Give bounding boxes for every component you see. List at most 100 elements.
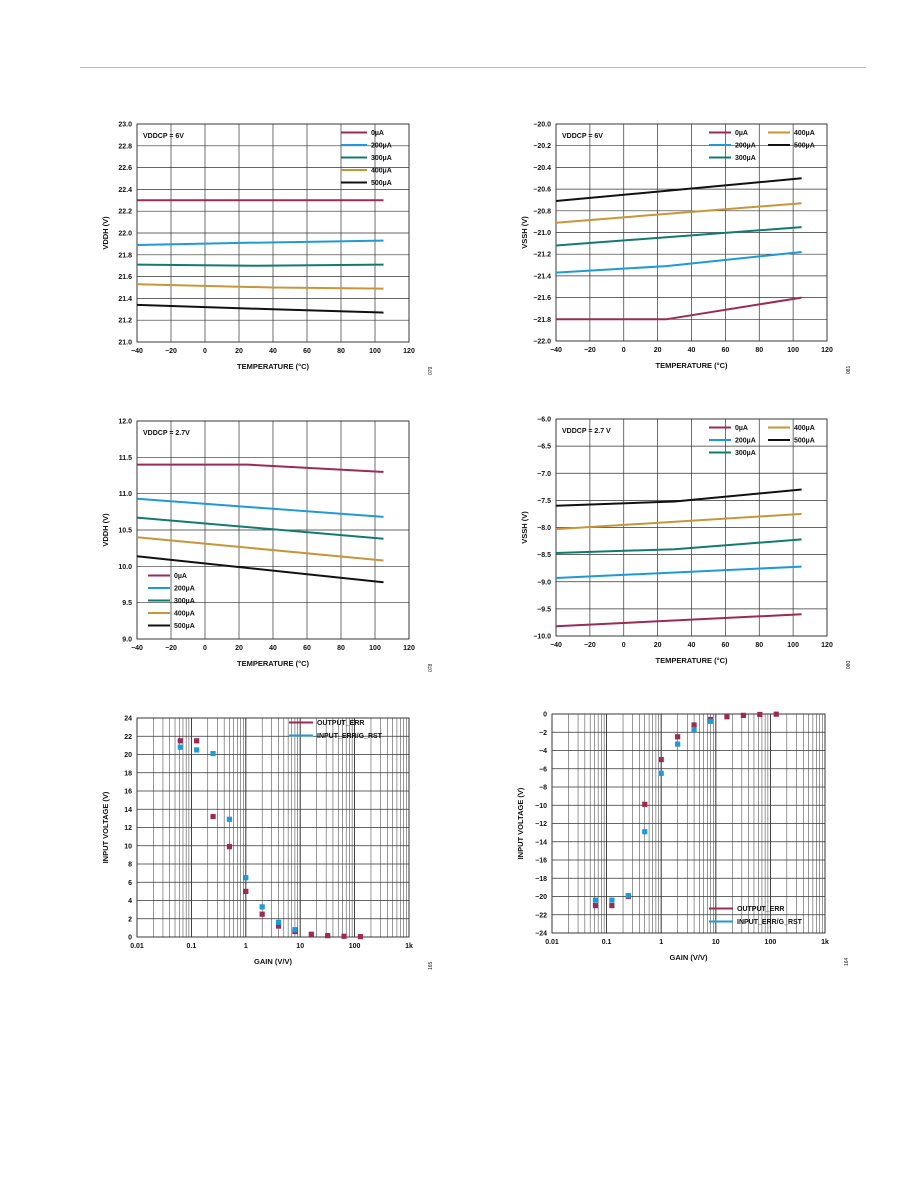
data-point (691, 722, 697, 728)
y-tick-label: 9.0 (122, 637, 132, 644)
y-tick-label: 14 (124, 807, 132, 814)
series-line (555, 512, 802, 531)
x-tick-label: 0 (622, 347, 626, 354)
y-tick-label: −6 (539, 766, 547, 773)
x-tick-label: −20 (165, 645, 177, 652)
data-point (226, 844, 233, 850)
data-point (177, 744, 183, 750)
x-tick-label: 120 (403, 645, 415, 652)
data-point (757, 711, 763, 718)
y-tick-label: −9.0 (537, 579, 551, 586)
series-line (136, 283, 384, 290)
series-line (136, 263, 384, 267)
x-tick-label: 60 (721, 347, 729, 354)
x-tick-label: 1k (821, 939, 829, 946)
data-point (194, 738, 200, 744)
y-tick-label: 21.4 (118, 296, 132, 303)
x-tick-label: 0 (203, 348, 207, 355)
y-tick-label: 22.0 (118, 231, 132, 238)
y-tick-label: −4 (539, 748, 547, 755)
data-point (275, 923, 282, 929)
chart-annotation: VDDCP = 6V (143, 133, 184, 140)
y-tick-label: −12 (535, 821, 547, 828)
y-tick-label: −20.8 (533, 208, 551, 215)
series-line (136, 536, 384, 562)
chart-c4: −10.0 −9.5 −9.0 −8.5 −8.0 −7.5 −7.0 −6.5 −6.0 −40… (520, 417, 852, 670)
x-tick-label: 100 (369, 645, 381, 652)
data-point (658, 770, 664, 776)
y-tick-label: −8 (539, 785, 547, 792)
legend: 0µA 200µA 300µA 400µA 500µA (148, 573, 195, 630)
data-point (210, 813, 216, 820)
series-line (136, 239, 384, 246)
x-tick-label: 40 (269, 645, 277, 652)
y-tick-label: 0 (128, 935, 132, 942)
y-axis-title: VSSH (V) (520, 511, 529, 544)
data-point (341, 933, 347, 939)
x-tick-label: 20 (235, 348, 243, 355)
legend: OUTPUT_ERR INPUT_ERR/G_RST (709, 906, 803, 926)
x-tick-label: 60 (303, 645, 311, 652)
data-point (592, 903, 599, 909)
legend-label: 400µA (174, 611, 195, 618)
x-tick-label: 1 (659, 939, 663, 946)
series-line (555, 565, 802, 579)
y-tick-label: −22.0 (533, 339, 551, 346)
chart-annotation: VDDCP = 2.7 V (562, 428, 611, 435)
header-rule (80, 67, 866, 68)
data-point (243, 888, 249, 894)
data-point (177, 738, 183, 744)
y-tick-label: −20.2 (533, 143, 551, 150)
y-tick-label: −16 (535, 858, 547, 865)
y-tick-label: −6.0 (537, 417, 551, 424)
x-tick-label: 20 (654, 347, 662, 354)
x-tick-label: 100 (787, 347, 799, 354)
y-tick-label: −2 (539, 730, 547, 737)
legend-label: 300µA (735, 450, 756, 457)
y-axis-title: INPUT VOLTAGE (V) (101, 791, 110, 863)
y-tick-label: −21.2 (533, 252, 551, 259)
y-tick-label: −8.5 (537, 552, 551, 559)
data-point (740, 712, 746, 718)
x-tick-label: 80 (755, 642, 763, 649)
data-point (325, 933, 331, 939)
y-tick-label: 20 (124, 752, 132, 759)
y-tick-label: 22.8 (118, 143, 132, 150)
y-axis-title: VDDH (V) (101, 216, 110, 250)
data-point (625, 892, 631, 899)
y-tick-label: 16 (124, 789, 132, 796)
data-point (609, 897, 615, 903)
x-tick-label: 20 (235, 645, 243, 652)
legend-label: 400µA (794, 130, 815, 137)
series-line (136, 497, 384, 518)
figure-code: 078 (428, 663, 434, 672)
series-line (555, 488, 802, 507)
y-tick-label: −20.4 (533, 165, 551, 172)
chart-c6: −24−22−20−18−16−14−12−10−8−6−4−200.01 0.1… (516, 712, 850, 967)
x-tick-label: 100 (787, 642, 799, 649)
y-tick-label: −9.5 (537, 606, 551, 613)
y-tick-label: 8 (128, 862, 132, 869)
data-point (275, 919, 282, 925)
data-point (357, 934, 364, 940)
figure-code: 080 (846, 660, 852, 669)
chart-annotation: VDDCP = 2.7V (143, 430, 190, 437)
x-tick-label: 0.01 (130, 943, 144, 950)
x-tick-label: 100 (369, 348, 381, 355)
y-axis-title: VSSH (V) (520, 216, 529, 249)
legend-label: 500µA (371, 180, 392, 187)
x-tick-label: 1 (244, 943, 248, 950)
data-point (707, 718, 714, 724)
x-tick-label: −40 (131, 645, 143, 652)
plot-frame (136, 420, 410, 640)
y-tick-label: −8.0 (537, 525, 551, 532)
y-tick-label: −10.0 (533, 634, 551, 641)
legend-label: OUTPUT_ERR (317, 720, 364, 727)
y-tick-label: −18 (535, 876, 547, 883)
plot-frame (551, 713, 826, 934)
x-tick-label: 0 (622, 642, 626, 649)
legend: OUTPUT_ERR INPUT_ERR/G_RST (289, 720, 383, 740)
y-tick-label: −21.0 (533, 230, 551, 237)
